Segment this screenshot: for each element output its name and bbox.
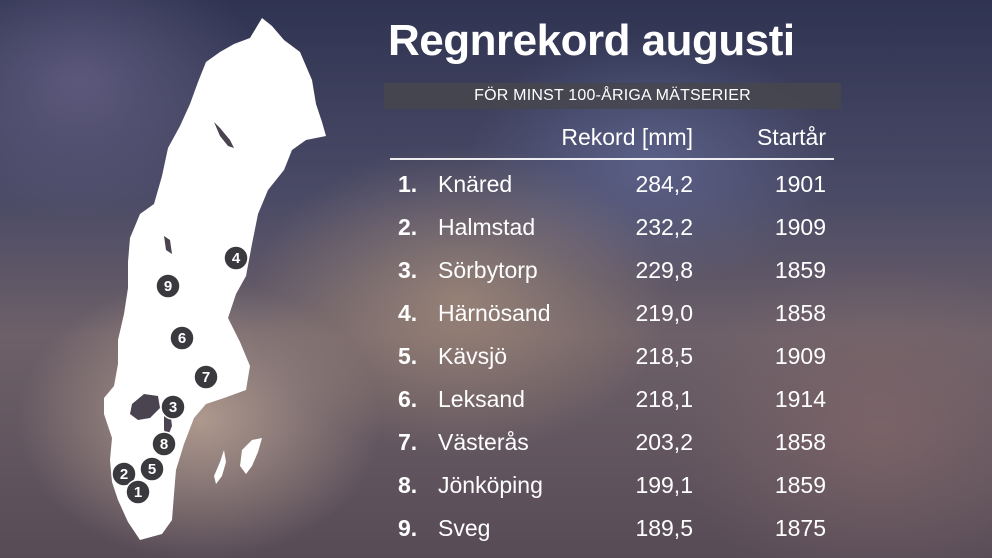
row-place: Härnösand (438, 300, 551, 326)
lake-north (214, 122, 234, 148)
table-row: 2. Halmstad 232,2 1909 (390, 205, 834, 248)
row-start-year: 1858 (774, 429, 826, 455)
map-marker-5: 5 (139, 456, 165, 482)
row-record: 284,2 (635, 171, 693, 197)
page-title: Regnrekord augusti (388, 16, 795, 65)
row-place: Västerås (438, 429, 529, 455)
map-marker-2-label: 2 (120, 466, 128, 483)
row-place: Knäred (438, 171, 513, 197)
table-row: 8. Jönköping 199,1 1859 (390, 463, 834, 506)
map-marker-5-label: 5 (148, 461, 156, 478)
map-marker-2: 2 (111, 461, 137, 487)
map-marker-7: 7 (193, 364, 219, 390)
map-marker-4-label: 4 (232, 250, 241, 267)
row-place: Sörbytorp (438, 257, 538, 283)
table-row: 1. Knäred 284,2 1901 (390, 162, 834, 205)
map-marker-8: 8 (151, 431, 177, 457)
row-start-year: 1909 (774, 214, 826, 240)
row-record: 229,8 (635, 257, 693, 283)
row-start-year: 1859 (774, 257, 826, 283)
map-marker-9-label: 9 (164, 278, 172, 295)
row-record: 203,2 (635, 429, 693, 455)
table-row: 6. Leksand 218,1 1914 (390, 377, 834, 420)
map-marker-7-label: 7 (202, 369, 210, 386)
row-start-year: 1909 (774, 343, 826, 369)
map-marker-9: 9 (155, 273, 181, 299)
row-rank: 2. (398, 214, 418, 240)
sweden-map: 4 9 6 7 3 8 5 2 1 (104, 18, 326, 540)
row-rank: 9. (398, 515, 418, 541)
table-body: 1. Knäred 284,2 1901 2. Halmstad 232,2 1… (390, 160, 834, 549)
table-row: 4. Härnösand 219,0 1858 (390, 291, 834, 334)
row-place: Jönköping (438, 472, 543, 498)
row-rank: 5. (398, 343, 418, 369)
map-marker-4: 4 (223, 245, 249, 271)
row-record: 218,1 (635, 386, 693, 412)
row-rank: 8. (398, 472, 418, 498)
table-header: Rekord [mm] Startår (390, 116, 834, 160)
column-header-start-year: Startår (756, 124, 826, 150)
row-record: 218,5 (635, 343, 693, 369)
row-rank: 7. (398, 429, 418, 455)
oland-island (214, 450, 226, 484)
row-rank: 1. (398, 171, 418, 197)
lake-vanern (130, 394, 160, 420)
map-marker-1-label: 1 (134, 484, 142, 501)
row-record: 219,0 (635, 300, 693, 326)
row-place: Kävsjö (438, 343, 508, 369)
map-marker-8-label: 8 (160, 436, 168, 453)
row-start-year: 1914 (774, 386, 826, 412)
map-marker-3-label: 3 (169, 399, 177, 416)
map-marker-6-label: 6 (178, 330, 186, 347)
subtitle-bar: FÖR MINST 100-ÅRIGA MÄTSERIER (384, 83, 841, 109)
row-start-year: 1859 (774, 472, 826, 498)
gotland-island (240, 438, 262, 474)
row-rank: 3. (398, 257, 418, 283)
row-place: Leksand (438, 386, 525, 412)
table-row: 3. Sörbytorp 229,8 1859 (390, 248, 834, 291)
table-row: 5. Kävsjö 218,5 1909 (390, 334, 834, 377)
records-table: Rekord [mm] Startår 1. Knäred 284,2 1901… (390, 116, 834, 549)
row-start-year: 1858 (774, 300, 826, 326)
row-record: 189,5 (635, 515, 693, 541)
map-marker-3: 3 (160, 394, 186, 420)
row-rank: 4. (398, 300, 418, 326)
sweden-land (104, 18, 326, 540)
row-place: Sveg (438, 515, 491, 541)
table-row: 7. Västerås 203,2 1858 (390, 420, 834, 463)
map-marker-6: 6 (169, 325, 195, 351)
column-header-record: Rekord [mm] (561, 124, 693, 150)
map-marker-1: 1 (125, 479, 151, 505)
table-row: 9. Sveg 189,5 1875 (390, 506, 834, 549)
row-start-year: 1875 (774, 515, 826, 541)
row-record: 232,2 (635, 214, 693, 240)
lake-storsjon (164, 236, 172, 254)
row-rank: 6. (398, 386, 418, 412)
row-start-year: 1901 (774, 171, 826, 197)
row-record: 199,1 (635, 472, 693, 498)
row-place: Halmstad (438, 214, 536, 240)
